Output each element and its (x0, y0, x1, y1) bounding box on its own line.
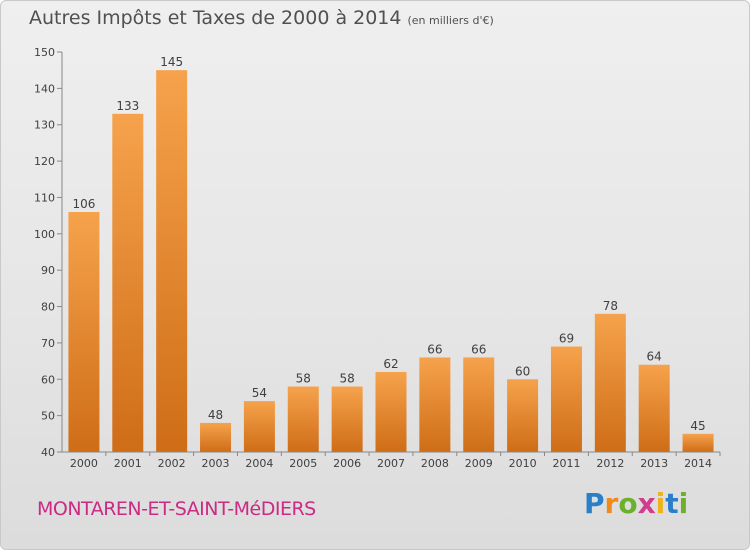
x-tick-label-2009: 2009 (465, 457, 493, 470)
bar-2013 (638, 364, 670, 452)
x-tick-label-2007: 2007 (377, 457, 405, 470)
value-label-2004: 54 (252, 386, 267, 400)
x-tick-label-2011: 2011 (552, 457, 580, 470)
x-tick-label-2003: 2003 (202, 457, 230, 470)
y-tick-label-50: 50 (41, 410, 55, 423)
bar-2004 (243, 401, 275, 452)
x-tick-label-2000: 2000 (70, 457, 98, 470)
value-label-2009: 66 (471, 342, 486, 356)
bars-group: 106 133 145 48 54 58 58 62 66 66 60 69 78 64 45 (68, 55, 714, 453)
value-label-2007: 62 (383, 357, 398, 371)
proxiti-logo: Proxiti (584, 487, 688, 520)
y-tick-label-60: 60 (41, 373, 55, 386)
y-tick-label-70: 70 (41, 337, 55, 350)
y-tick-label-40: 40 (41, 446, 55, 459)
y-tick-label-130: 130 (34, 119, 55, 132)
value-label-2010: 60 (515, 364, 530, 378)
x-tick-label-2008: 2008 (421, 457, 449, 470)
value-label-2001: 133 (116, 99, 139, 113)
y-tick-label-80: 80 (41, 301, 55, 314)
bar-2001 (112, 113, 144, 453)
bar-2010 (507, 379, 539, 452)
value-label-2008: 66 (427, 342, 442, 356)
logo-letter: P (584, 487, 605, 520)
bar-2009 (463, 357, 495, 452)
value-label-2012: 78 (603, 299, 618, 313)
value-label-2014: 45 (690, 419, 705, 433)
bar-2011 (550, 346, 582, 452)
logo-letter: t (665, 487, 679, 520)
bar-2002 (156, 70, 188, 452)
x-tick-label-2005: 2005 (289, 457, 317, 470)
logo-letter: x (637, 487, 656, 520)
bar-2014 (682, 433, 714, 452)
y-tick-label-120: 120 (34, 155, 55, 168)
bar-2008 (419, 357, 451, 452)
x-tick-label-2002: 2002 (158, 457, 186, 470)
value-label-2011: 69 (559, 332, 574, 346)
x-tick-label-2001: 2001 (114, 457, 142, 470)
logo-letter: i (655, 487, 666, 520)
bar-2005 (287, 386, 319, 452)
logo-letter: r (604, 487, 619, 520)
value-label-2013: 64 (647, 350, 662, 364)
value-label-2006: 58 (339, 372, 354, 386)
y-tick-label-140: 140 (34, 82, 55, 95)
x-tick-label-2013: 2013 (640, 457, 668, 470)
city-name: MONTAREN-ET-SAINT-MéDIERS (37, 498, 316, 520)
chart-title: Autres Impôts et Taxes de 2000 à 2014 (en… (29, 7, 494, 29)
value-label-2002: 145 (160, 55, 183, 69)
chart-title-main: Autres Impôts et Taxes de 2000 à 2014 (29, 7, 402, 29)
bar-2006 (331, 386, 363, 452)
y-tick-label-110: 110 (34, 191, 55, 204)
x-tick-label-2006: 2006 (333, 457, 361, 470)
bar-2000 (68, 212, 100, 452)
logo-letter: o (618, 487, 638, 520)
x-tick-label-2014: 2014 (684, 457, 712, 470)
bar-2003 (200, 422, 232, 452)
x-tick-label-2012: 2012 (596, 457, 624, 470)
y-tick-label-100: 100 (34, 228, 55, 241)
bar-2012 (594, 313, 626, 452)
x-tick-label-2010: 2010 (509, 457, 537, 470)
logo-letter: i (678, 487, 689, 520)
value-label-2005: 58 (296, 372, 311, 386)
value-label-2003: 48 (208, 408, 223, 422)
y-tick-label-90: 90 (41, 264, 55, 277)
bar-2007 (375, 372, 407, 452)
chart-title-unit: (en milliers d'€) (407, 14, 494, 27)
y-tick-label-150: 150 (34, 46, 55, 59)
value-label-2000: 106 (72, 197, 95, 211)
x-tick-label-2004: 2004 (245, 457, 273, 470)
axes-group: 2000 2001 2002 2003 2004 2005 2006 2007 2008 2009… (34, 46, 721, 470)
